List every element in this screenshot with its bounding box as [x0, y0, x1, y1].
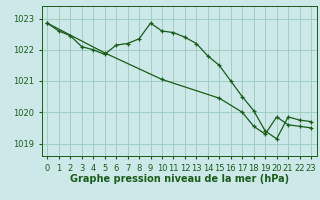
X-axis label: Graphe pression niveau de la mer (hPa): Graphe pression niveau de la mer (hPa) — [70, 174, 289, 184]
